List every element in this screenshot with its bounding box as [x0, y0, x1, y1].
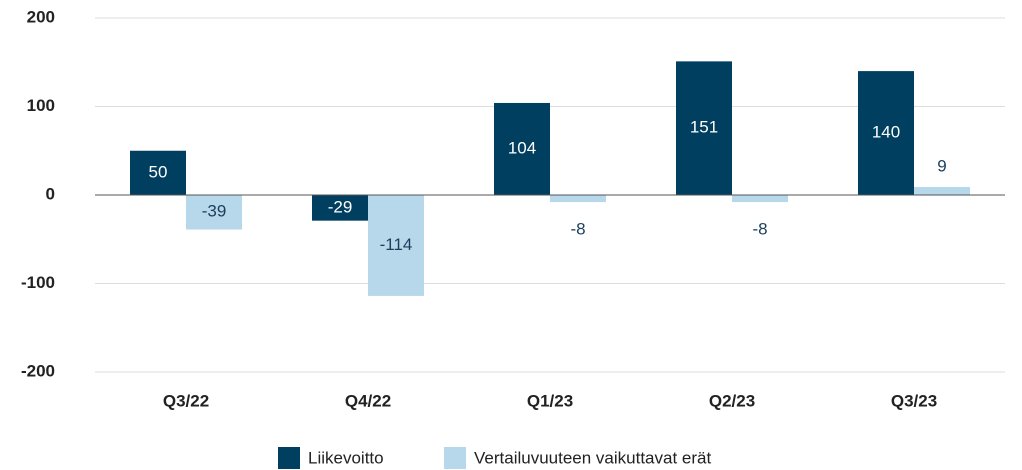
data-label: -39	[202, 202, 227, 221]
data-label: -29	[328, 197, 353, 216]
bar	[368, 195, 424, 296]
y-tick-label: 200	[27, 7, 55, 26]
data-label: -114	[380, 235, 413, 254]
y-tick-label: 100	[27, 96, 55, 115]
bar	[732, 195, 788, 203]
x-tick-label: Q3/23	[891, 391, 937, 410]
bar	[914, 187, 970, 195]
bar	[494, 102, 550, 195]
x-tick-label: Q1/23	[527, 391, 573, 410]
y-tick-label: 0	[46, 184, 55, 203]
data-label: 140	[872, 123, 900, 142]
bar	[130, 150, 186, 195]
y-tick-label: -100	[21, 273, 55, 292]
x-tick-label: Q2/23	[709, 391, 755, 410]
legend-swatch	[278, 447, 300, 469]
legend-label: Liikevoitto	[308, 448, 384, 467]
data-label: 151	[690, 118, 718, 137]
x-tick-label: Q4/22	[345, 391, 391, 410]
data-label: 9	[937, 157, 946, 176]
bar	[186, 195, 242, 230]
legend-swatch	[444, 447, 466, 469]
bar	[858, 71, 914, 195]
data-label: -8	[570, 220, 585, 239]
data-label: -8	[752, 220, 767, 239]
bar	[312, 195, 368, 221]
y-tick-label: -200	[21, 361, 55, 380]
data-label: 50	[149, 162, 168, 181]
x-tick-label: Q3/22	[163, 391, 209, 410]
data-label: 104	[508, 138, 536, 157]
legend-label: Vertailuvuuteen vaikuttavat erät	[474, 448, 711, 467]
bar	[676, 61, 732, 195]
bar	[550, 195, 606, 203]
